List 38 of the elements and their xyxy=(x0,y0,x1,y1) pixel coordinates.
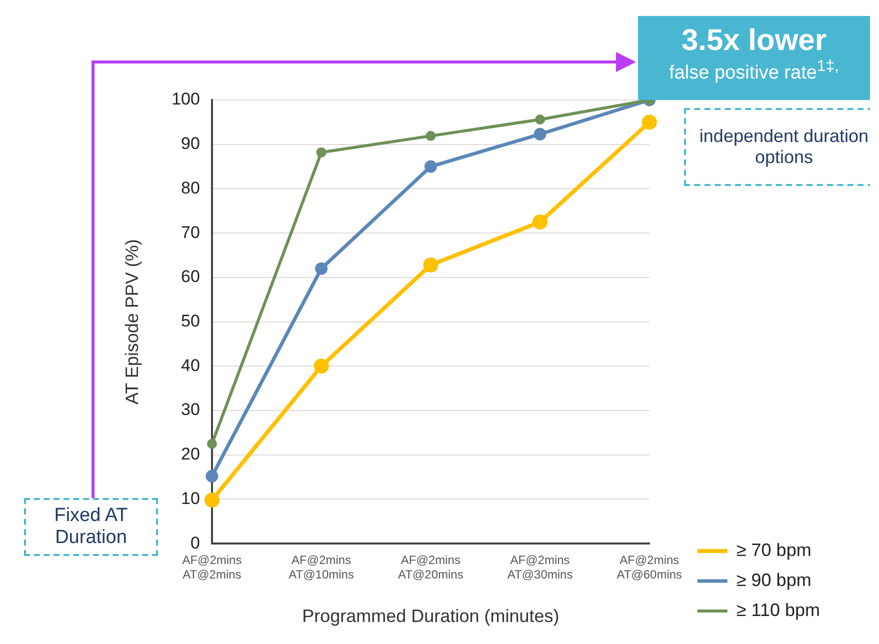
text: Fixed AT Duration xyxy=(24,498,158,556)
y-tick-label: 100 xyxy=(172,90,200,109)
point xyxy=(532,214,548,230)
x-tick-label: AF@2mins AT@20mins xyxy=(398,553,464,582)
point xyxy=(426,130,436,141)
point xyxy=(315,262,328,275)
point xyxy=(206,438,217,449)
x-tick-label: AF@2mins AT@30mins xyxy=(507,553,573,582)
x-axis-title: Programmed Duration (minutes) xyxy=(302,606,560,626)
point xyxy=(204,492,220,508)
x-tick-label: AF@2mins AT@60mins xyxy=(616,553,682,582)
y-tick-label: 60 xyxy=(181,267,200,286)
y-tick-label: 40 xyxy=(181,356,200,375)
y-tick-label: 50 xyxy=(181,311,200,330)
point xyxy=(316,147,326,158)
y-tick-label: 70 xyxy=(181,222,200,242)
text: 3.5x lower xyxy=(680,24,828,58)
text: independent duration options xyxy=(698,125,870,169)
x-tick-label: AF@2mins AT@10mins xyxy=(288,553,354,582)
point xyxy=(424,160,437,173)
text: false positive rate$^{1‡,}$ xyxy=(668,58,840,84)
legend-label: ≥ 110 bpm xyxy=(736,600,830,620)
point xyxy=(423,258,438,273)
y-tick-label: 90 xyxy=(181,134,200,154)
legend-label: ≥ 90 bpm xyxy=(736,570,822,590)
point xyxy=(314,358,329,374)
point xyxy=(206,470,218,482)
y-axis-title: AT Episode PPV (%) xyxy=(122,239,142,405)
point xyxy=(534,128,546,140)
legend-label: ≥ 70 bpm xyxy=(736,540,822,560)
y-tick-label: 20 xyxy=(181,444,200,464)
y-tick-label: 80 xyxy=(181,178,200,198)
y-tick-label: 0 xyxy=(190,533,200,552)
point xyxy=(642,114,657,130)
x-tick-label: AF@2mins AT@2mins xyxy=(182,553,242,582)
point xyxy=(535,114,546,125)
y-tick-label: 30 xyxy=(181,400,200,420)
y-tick-label: 10 xyxy=(181,488,200,508)
